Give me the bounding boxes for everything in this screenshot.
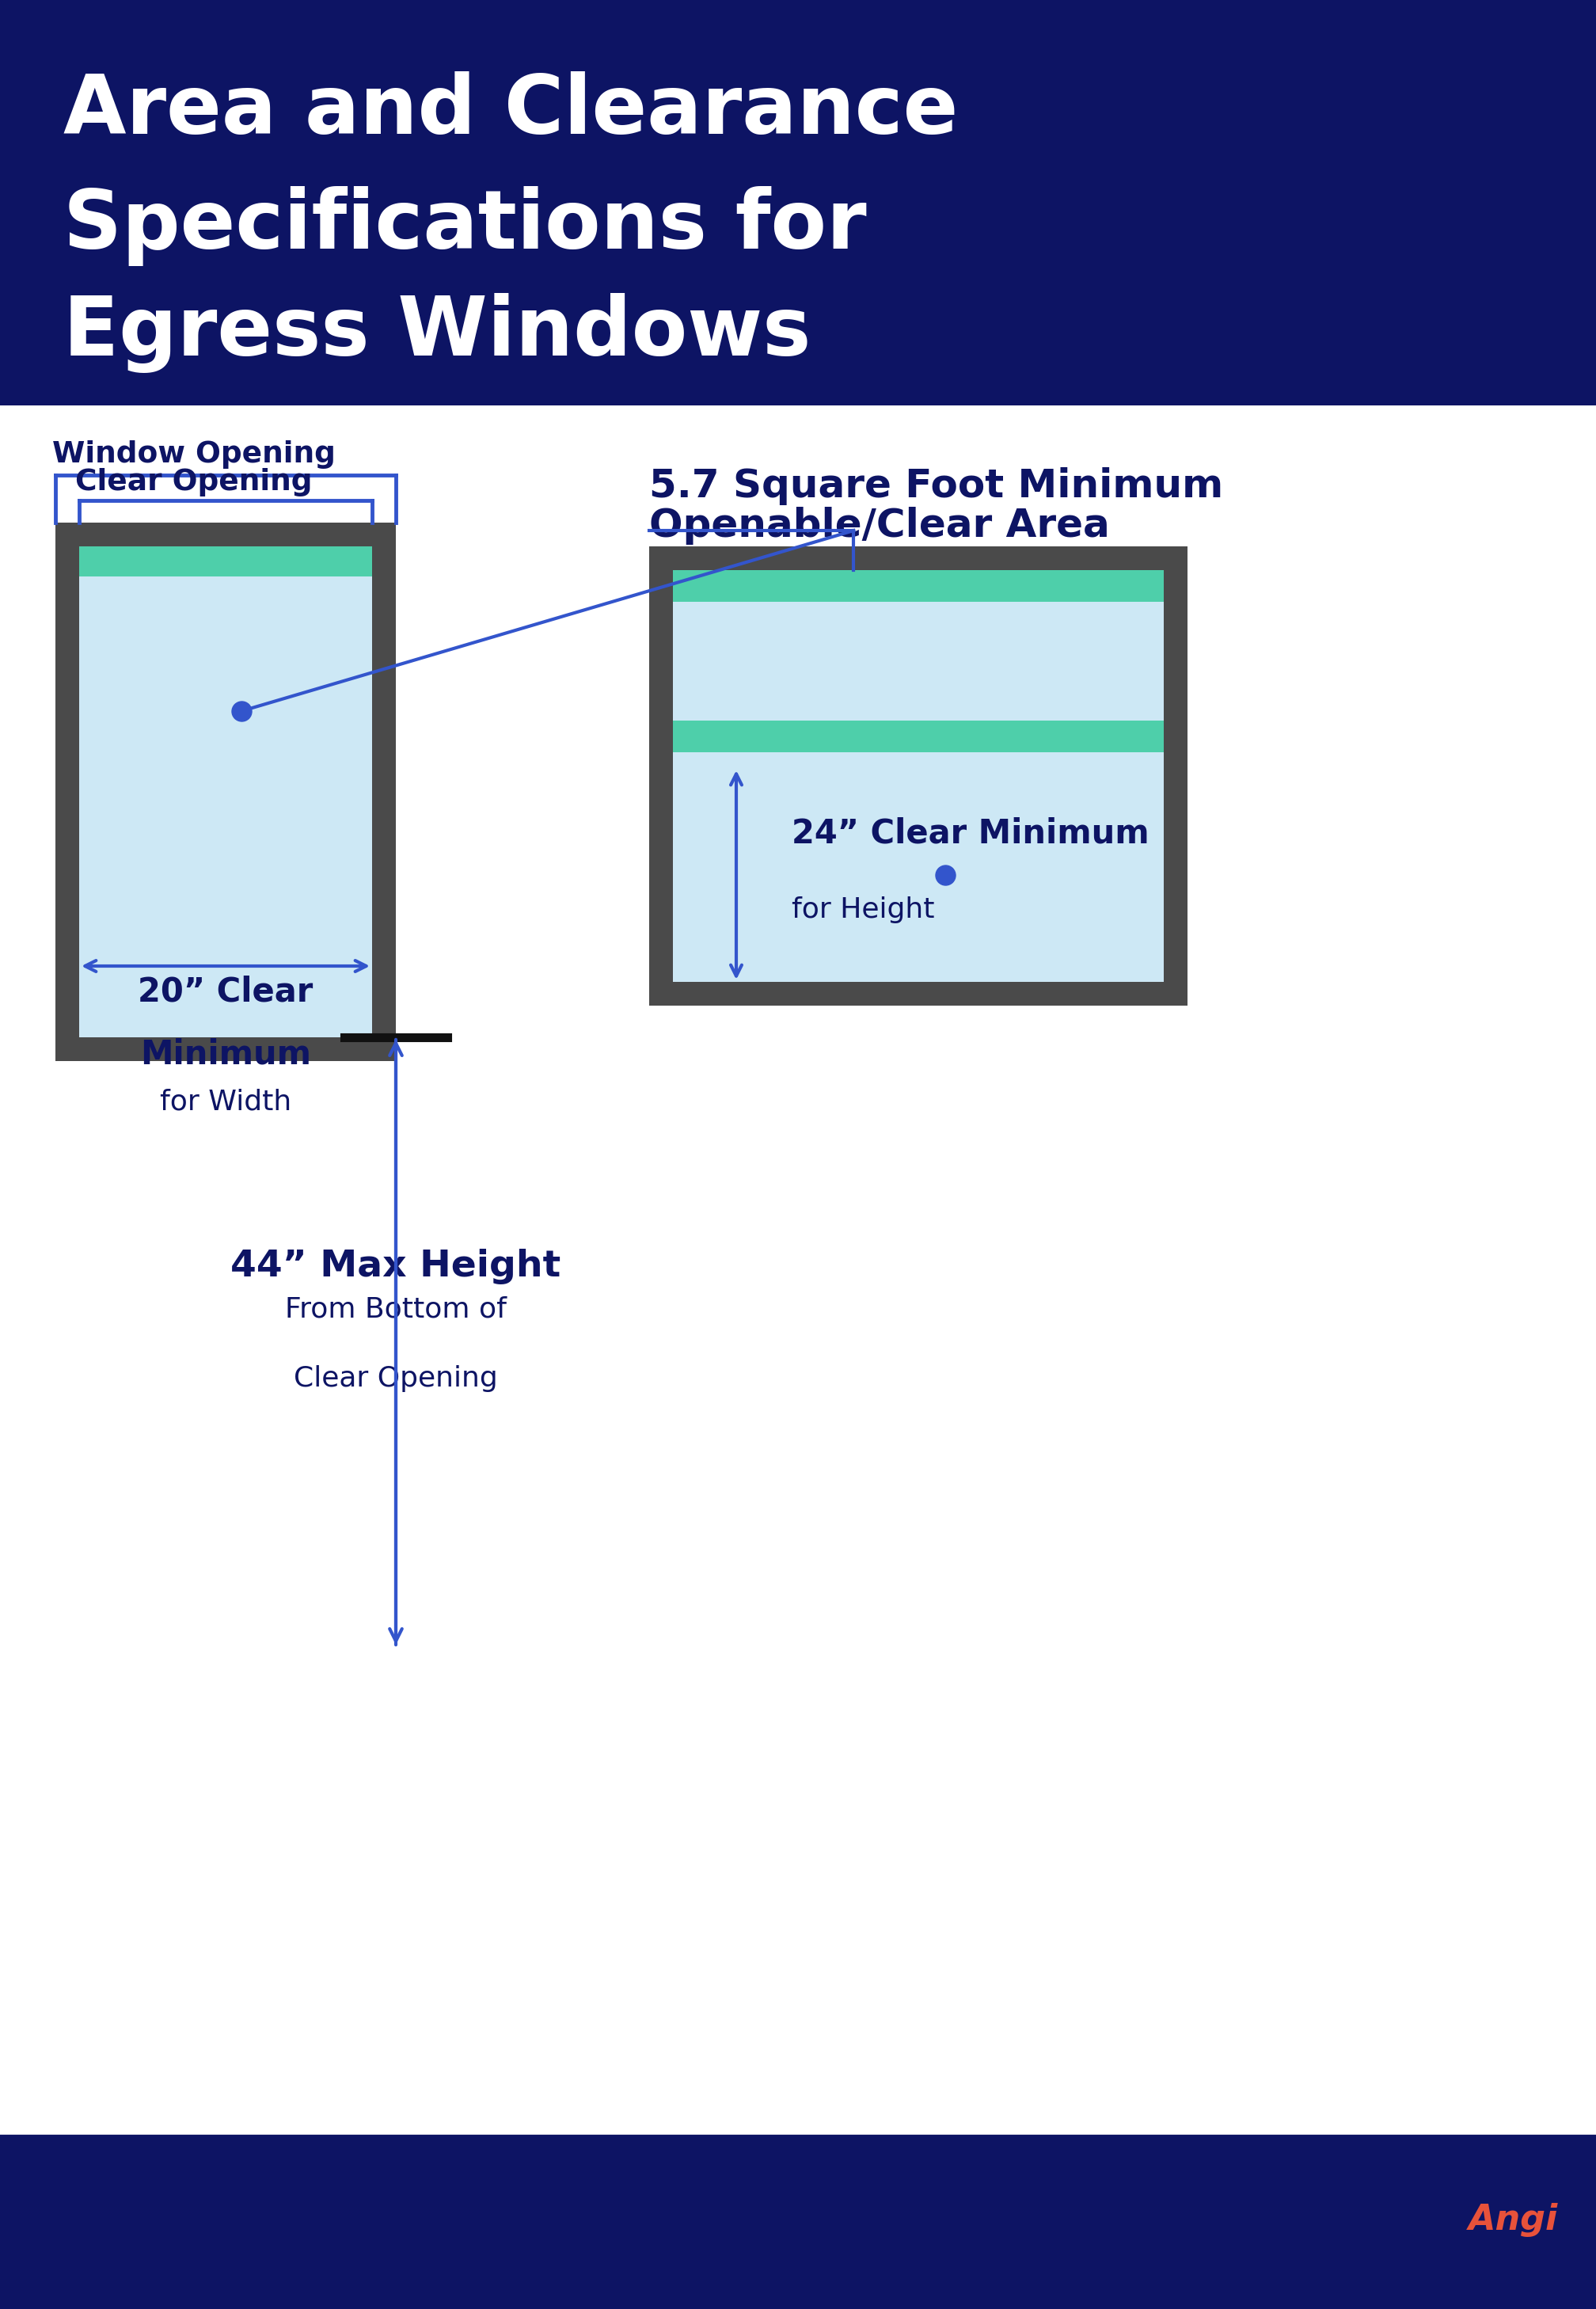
Text: POWERED BY: POWERED BY xyxy=(1345,2205,1484,2226)
Text: Clear Opening: Clear Opening xyxy=(75,469,313,496)
Text: Minimum: Minimum xyxy=(140,1037,311,1071)
Bar xyxy=(674,720,1163,753)
Bar xyxy=(0,0,1596,404)
Text: 20” Clear: 20” Clear xyxy=(137,974,313,1009)
Text: for Height: for Height xyxy=(792,896,935,924)
Bar xyxy=(0,395,1596,406)
Text: Openable/Clear Area: Openable/Clear Area xyxy=(650,506,1109,545)
Bar xyxy=(80,547,372,1037)
Text: Specifications for: Specifications for xyxy=(64,187,867,266)
Text: 44” Max Height: 44” Max Height xyxy=(231,1249,562,1284)
Text: 24” Clear Minimum: 24” Clear Minimum xyxy=(792,817,1149,850)
Bar xyxy=(674,603,1163,617)
Bar xyxy=(674,570,1163,603)
Bar xyxy=(0,2138,1596,2309)
Bar xyxy=(674,753,1163,769)
Text: Area and Clearance: Area and Clearance xyxy=(64,72,958,152)
Text: HomeAdvisor: HomeAdvisor xyxy=(1345,2168,1596,2203)
Text: for Width: for Width xyxy=(160,1090,292,1115)
Text: From Bottom of: From Bottom of xyxy=(286,1295,506,1323)
Bar xyxy=(80,547,372,577)
Bar xyxy=(56,522,396,1062)
Text: *Stylized diagram for demonstrative purposes only.: *Stylized diagram for demonstrative purp… xyxy=(56,2170,677,2194)
Text: Egress Windows: Egress Windows xyxy=(64,293,811,374)
Text: Angi: Angi xyxy=(1468,2203,1558,2237)
Text: 5.7 Square Foot Minimum: 5.7 Square Foot Minimum xyxy=(650,466,1223,506)
Text: Clear Opening: Clear Opening xyxy=(294,1365,498,1392)
Bar xyxy=(674,570,1163,981)
Text: Window Opening: Window Opening xyxy=(53,441,335,469)
Bar xyxy=(650,547,1187,1007)
